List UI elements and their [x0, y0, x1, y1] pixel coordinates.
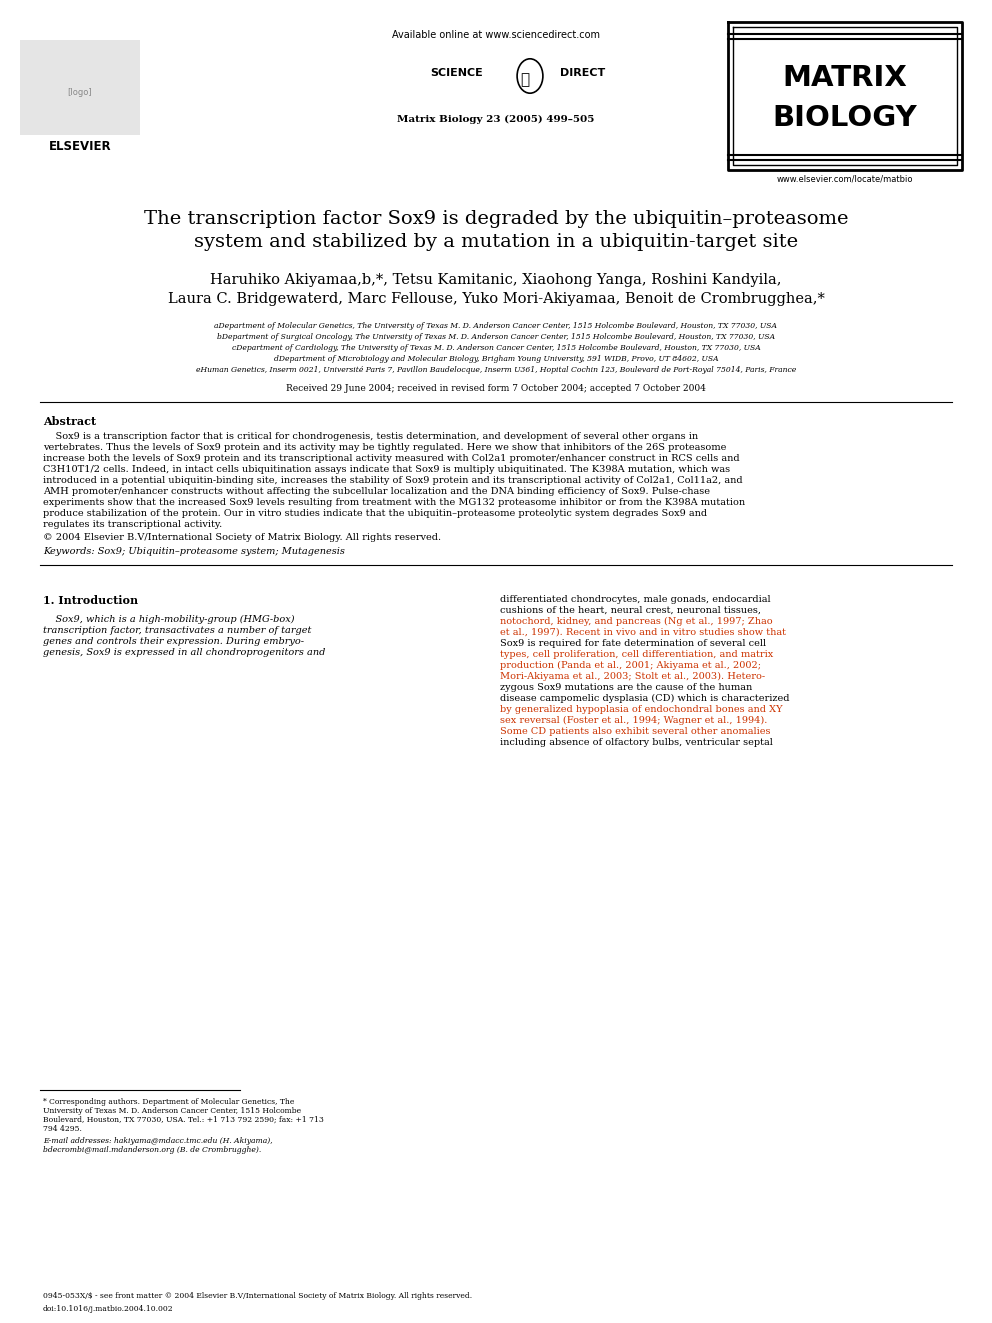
Text: doi:10.1016/j.matbio.2004.10.002: doi:10.1016/j.matbio.2004.10.002: [43, 1304, 174, 1312]
Text: genesis, Sox9 is expressed in all chondroprogenitors and: genesis, Sox9 is expressed in all chondr…: [43, 648, 325, 658]
Text: C3H10T1/2 cells. Indeed, in intact cells ubiquitination assays indicate that Sox: C3H10T1/2 cells. Indeed, in intact cells…: [43, 464, 730, 474]
Text: AMH promoter/enhancer constructs without affecting the subcellular localization : AMH promoter/enhancer constructs without…: [43, 487, 710, 496]
Text: BIOLOGY: BIOLOGY: [773, 105, 918, 132]
Text: Keywords: Sox9; Ubiquitin–proteasome system; Mutagenesis: Keywords: Sox9; Ubiquitin–proteasome sys…: [43, 546, 345, 556]
Text: increase both the levels of Sox9 protein and its transcriptional activity measur: increase both the levels of Sox9 protein…: [43, 454, 740, 463]
Text: Mori-Akiyama et al., 2003; Stolt et al., 2003). Hetero-: Mori-Akiyama et al., 2003; Stolt et al.,…: [500, 672, 765, 681]
Text: dDepartment of Microbiology and Molecular Biology, Brigham Young University, 591: dDepartment of Microbiology and Molecula…: [274, 355, 718, 363]
Text: Available online at www.sciencedirect.com: Available online at www.sciencedirect.co…: [392, 30, 600, 40]
Text: Sox9 is required for fate determination of several cell: Sox9 is required for fate determination …: [500, 639, 766, 648]
Text: bdecrombi@mail.mdanderson.org (B. de Crombrugghe).: bdecrombi@mail.mdanderson.org (B. de Cro…: [43, 1146, 261, 1154]
Text: regulates its transcriptional activity.: regulates its transcriptional activity.: [43, 520, 222, 529]
Text: zygous Sox9 mutations are the cause of the human: zygous Sox9 mutations are the cause of t…: [500, 683, 752, 692]
Text: 794 4295.: 794 4295.: [43, 1125, 82, 1132]
Text: cDepartment of Cardiology, The University of Texas M. D. Anderson Cancer Center,: cDepartment of Cardiology, The Universit…: [231, 344, 761, 352]
Text: Abstract: Abstract: [43, 415, 96, 427]
Text: types, cell proliferation, cell differentiation, and matrix: types, cell proliferation, cell differen…: [500, 650, 773, 659]
Text: cushions of the heart, neural crest, neuronal tissues,: cushions of the heart, neural crest, neu…: [500, 606, 761, 615]
Text: sex reversal (Foster et al., 1994; Wagner et al., 1994).: sex reversal (Foster et al., 1994; Wagne…: [500, 716, 768, 725]
Text: differentiated chondrocytes, male gonads, endocardial: differentiated chondrocytes, male gonads…: [500, 595, 771, 605]
Text: by generalized hypoplasia of endochondral bones and XY: by generalized hypoplasia of endochondra…: [500, 705, 783, 714]
Text: eHuman Genetics, Inserm 0021, Université Paris 7, Pavillon Baudelocque, Inserm U: eHuman Genetics, Inserm 0021, Université…: [195, 366, 797, 374]
Text: MATRIX: MATRIX: [783, 64, 908, 93]
Bar: [20, 40, 140, 135]
Text: DIRECT: DIRECT: [560, 67, 605, 78]
Text: notochord, kidney, and pancreas (Ng et al., 1997; Zhao: notochord, kidney, and pancreas (Ng et a…: [500, 617, 773, 626]
Text: SCIENCE: SCIENCE: [430, 67, 483, 78]
Text: The transcription factor Sox9 is degraded by the ubiquitin–proteasome: The transcription factor Sox9 is degrade…: [144, 210, 848, 228]
Text: system and stabilized by a mutation in a ubiquitin-target site: system and stabilized by a mutation in a…: [194, 233, 798, 251]
Text: © 2004 Elsevier B.V/International Society of Matrix Biology. All rights reserved: © 2004 Elsevier B.V/International Societ…: [43, 533, 441, 542]
Text: transcription factor, transactivates a number of target: transcription factor, transactivates a n…: [43, 626, 311, 635]
Text: vertebrates. Thus the levels of Sox9 protein and its activity may be tightly reg: vertebrates. Thus the levels of Sox9 pro…: [43, 443, 726, 452]
Text: Sox9, which is a high-mobility-group (HMG-box): Sox9, which is a high-mobility-group (HM…: [43, 615, 295, 624]
Text: genes and controls their expression. During embryo-: genes and controls their expression. Dur…: [43, 636, 304, 646]
Text: University of Texas M. D. Anderson Cancer Center, 1515 Holcombe: University of Texas M. D. Anderson Cance…: [43, 1107, 302, 1115]
Text: Boulevard, Houston, TX 77030, USA. Tel.: +1 713 792 2590; fax: +1 713: Boulevard, Houston, TX 77030, USA. Tel.:…: [43, 1117, 323, 1125]
Text: 0945-053X/$ - see front matter © 2004 Elsevier B.V/International Society of Matr: 0945-053X/$ - see front matter © 2004 El…: [43, 1293, 472, 1301]
Text: produce stabilization of the protein. Our in vitro studies indicate that the ubi: produce stabilization of the protein. Ou…: [43, 509, 707, 519]
Text: 1. Introduction: 1. Introduction: [43, 595, 138, 606]
Text: Laura C. Bridgewaterd, Marc Fellouse, Yuko Mori-Akiyamaa, Benoit de Crombrugghea: Laura C. Bridgewaterd, Marc Fellouse, Yu…: [168, 292, 824, 306]
Text: Sox9 is a transcription factor that is critical for chondrogenesis, testis deter: Sox9 is a transcription factor that is c…: [43, 433, 698, 441]
Text: Haruhiko Akiyamaa,b,*, Tetsu Kamitanic, Xiaohong Yanga, Roshini Kandyila,: Haruhiko Akiyamaa,b,*, Tetsu Kamitanic, …: [210, 273, 782, 287]
Text: Received 29 June 2004; received in revised form 7 October 2004; accepted 7 Octob: Received 29 June 2004; received in revis…: [286, 384, 706, 393]
Text: disease campomelic dysplasia (CD) which is characterized: disease campomelic dysplasia (CD) which …: [500, 695, 790, 703]
Text: et al., 1997). Recent in vivo and in vitro studies show that: et al., 1997). Recent in vivo and in vit…: [500, 628, 786, 636]
Text: experiments show that the increased Sox9 levels resulting from treatment with th: experiments show that the increased Sox9…: [43, 497, 745, 507]
Text: Matrix Biology 23 (2005) 499–505: Matrix Biology 23 (2005) 499–505: [398, 115, 594, 124]
Text: ELSEVIER: ELSEVIER: [49, 140, 111, 153]
Text: E-mail addresses: hakiyama@mdacc.tmc.edu (H. Akiyama),: E-mail addresses: hakiyama@mdacc.tmc.edu…: [43, 1136, 273, 1144]
Text: [logo]: [logo]: [67, 89, 92, 97]
Text: www.elsevier.com/locate/matbio: www.elsevier.com/locate/matbio: [777, 175, 914, 184]
Text: aDepartment of Molecular Genetics, The University of Texas M. D. Anderson Cancer: aDepartment of Molecular Genetics, The U…: [214, 321, 778, 329]
Text: including absence of olfactory bulbs, ventricular septal: including absence of olfactory bulbs, ve…: [500, 738, 773, 747]
Text: ⓓ: ⓓ: [521, 71, 530, 87]
Text: introduced in a potential ubiquitin-binding site, increases the stability of Sox: introduced in a potential ubiquitin-bind…: [43, 476, 743, 486]
Text: production (Panda et al., 2001; Akiyama et al., 2002;: production (Panda et al., 2001; Akiyama …: [500, 662, 761, 671]
Text: * Corresponding authors. Department of Molecular Genetics, The: * Corresponding authors. Department of M…: [43, 1098, 295, 1106]
Text: bDepartment of Surgical Oncology, The University of Texas M. D. Anderson Cancer : bDepartment of Surgical Oncology, The Un…: [217, 333, 775, 341]
Text: Some CD patients also exhibit several other anomalies: Some CD patients also exhibit several ot…: [500, 728, 771, 736]
